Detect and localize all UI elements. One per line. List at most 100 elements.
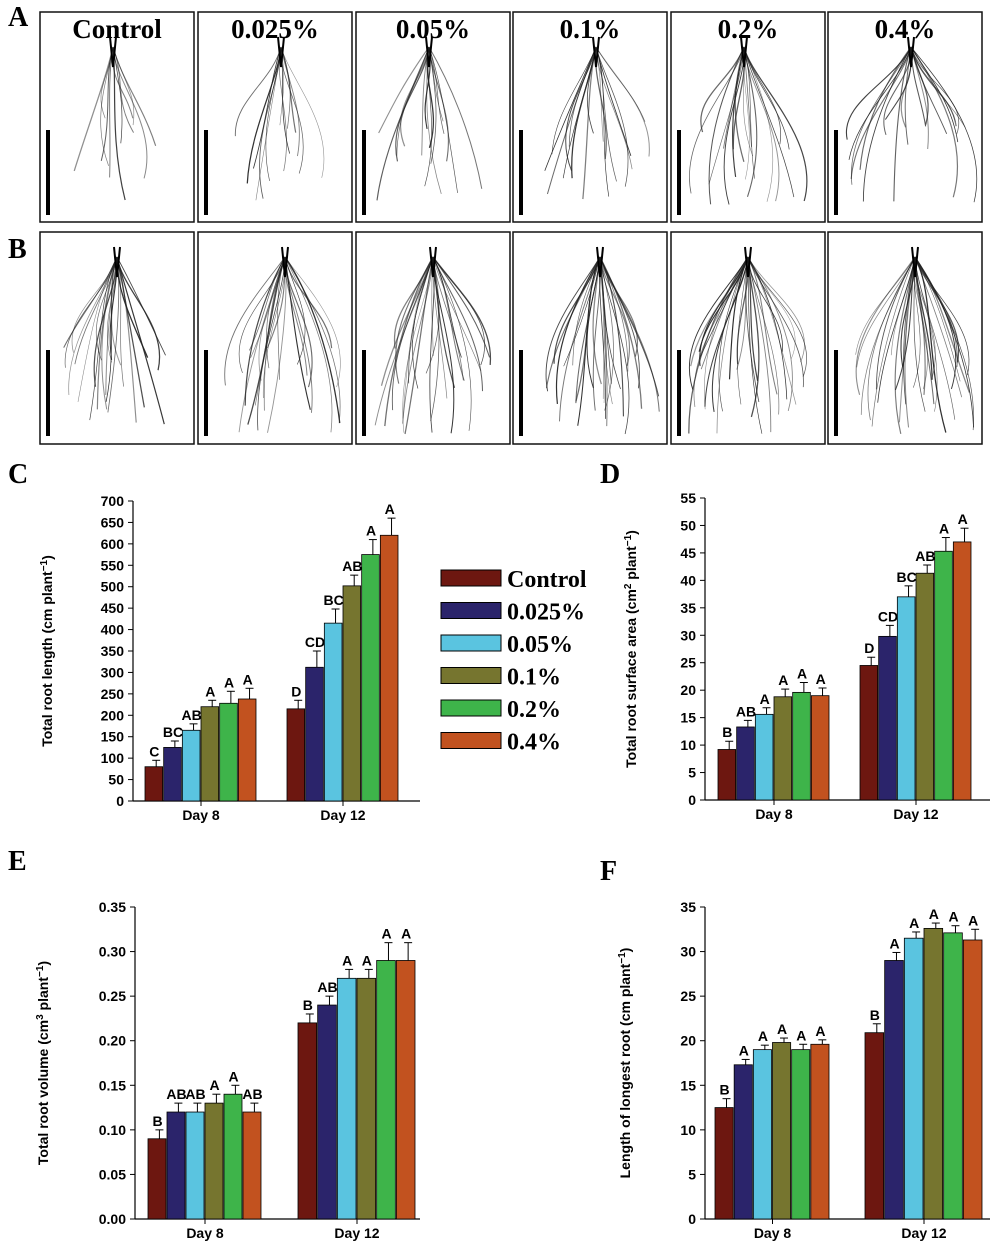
bar (952, 541, 972, 801)
significance-letter: AB (185, 1086, 205, 1102)
bar (144, 766, 164, 802)
legend-label: 0.05% (507, 632, 573, 658)
significance-letter: BC (897, 569, 917, 585)
root-crown (592, 36, 600, 68)
root-strand (284, 256, 333, 433)
root-strand (743, 46, 758, 198)
root-crown (425, 36, 433, 68)
significance-letter: B (152, 1113, 162, 1129)
root-crown (281, 246, 289, 278)
root-photo-panel (827, 231, 983, 445)
root-drawing (544, 36, 650, 200)
root-drawing (376, 36, 483, 201)
legend-label: 0.4% (507, 730, 561, 756)
root-strand (284, 256, 311, 410)
root-strand (432, 256, 484, 392)
root-strand (711, 256, 749, 412)
y-axis-label: Length of longest root (cm plant−1) (617, 948, 634, 1179)
root-strand (428, 46, 458, 194)
scale-bar (46, 350, 50, 436)
significance-letter: AB (242, 1086, 262, 1102)
root-strand (903, 256, 916, 405)
bar (810, 1043, 830, 1220)
significance-letter: A (342, 952, 352, 968)
root-strand (280, 46, 325, 178)
significance-letter: A (948, 909, 958, 925)
root-photo-panel: Control (39, 11, 195, 223)
y-tick-label: 0 (688, 1211, 696, 1227)
root-strand (743, 46, 790, 150)
root-strand (395, 46, 430, 162)
bar (943, 932, 963, 1220)
root-strand (253, 46, 282, 169)
significance-letter: AB (736, 703, 756, 719)
root-crown (740, 36, 748, 68)
y-tick-label: 0 (116, 793, 124, 809)
significance-letter: B (870, 1007, 880, 1023)
root-strand (280, 46, 300, 157)
y-tick-label: 450 (101, 600, 125, 616)
y-tick-label: 25 (680, 655, 696, 671)
root-strand (690, 256, 749, 367)
bar (752, 1049, 772, 1220)
bar (376, 960, 396, 1220)
legend-swatch (440, 569, 502, 587)
y-tick-label: 20 (680, 1033, 696, 1049)
bar (297, 1022, 318, 1220)
root-strand (747, 256, 788, 400)
scale-bar (204, 350, 208, 436)
root-drawing (374, 246, 492, 435)
root-strand (728, 256, 749, 380)
root-strand (396, 46, 430, 156)
scale-bar (677, 130, 681, 215)
bar (200, 706, 220, 802)
root-strand (266, 256, 286, 369)
root-strand (432, 256, 486, 366)
significance-letter: CD (305, 634, 325, 650)
root-strand (277, 256, 286, 380)
root-strand (374, 256, 434, 426)
bar (923, 927, 944, 1220)
y-tick-label: 0.00 (99, 1211, 126, 1227)
chart-length-of-longest-root: 0 5 10 15 20 25 30 35 Length of longest root (cm… (617, 899, 990, 1241)
root-drawing (688, 246, 807, 434)
photo-frame (827, 231, 983, 445)
root-strand (284, 256, 341, 388)
y-tick-label: 15 (680, 1077, 696, 1093)
root-strand (910, 46, 966, 128)
legend-swatch (440, 634, 502, 652)
bar (714, 1107, 734, 1220)
y-tick-label: 30 (680, 944, 696, 960)
significance-letter: D (291, 683, 301, 699)
y-tick-label: 0.35 (99, 899, 126, 915)
root-photo-panel (670, 231, 826, 445)
legend-entry: Control (440, 567, 587, 593)
bar (859, 665, 879, 801)
bar (717, 749, 737, 801)
root-strand (595, 46, 646, 122)
root-strand (284, 256, 341, 424)
root-crown (277, 36, 285, 68)
bar (736, 726, 755, 801)
root-strand (432, 256, 492, 365)
root-photo-panel (512, 231, 668, 445)
y-tick-label: 10 (680, 737, 696, 753)
root-strand (699, 256, 749, 367)
significance-letter: A (815, 1023, 825, 1039)
significance-letter: A (401, 926, 411, 942)
root-strand (64, 256, 118, 368)
root-crown (109, 36, 117, 68)
significance-letter: D (864, 640, 874, 656)
panel-letter-c: C (8, 459, 28, 490)
root-strand (871, 256, 916, 427)
root-strand (586, 46, 597, 134)
root-crown (907, 36, 915, 68)
significance-letter: A (366, 523, 376, 539)
significance-letter: A (797, 665, 807, 681)
root-strand (850, 46, 912, 179)
significance-letter: A (209, 1077, 219, 1093)
bar (896, 596, 916, 801)
root-strand (395, 256, 434, 384)
significance-letter: A (205, 683, 215, 699)
y-tick-label: 400 (101, 622, 125, 638)
